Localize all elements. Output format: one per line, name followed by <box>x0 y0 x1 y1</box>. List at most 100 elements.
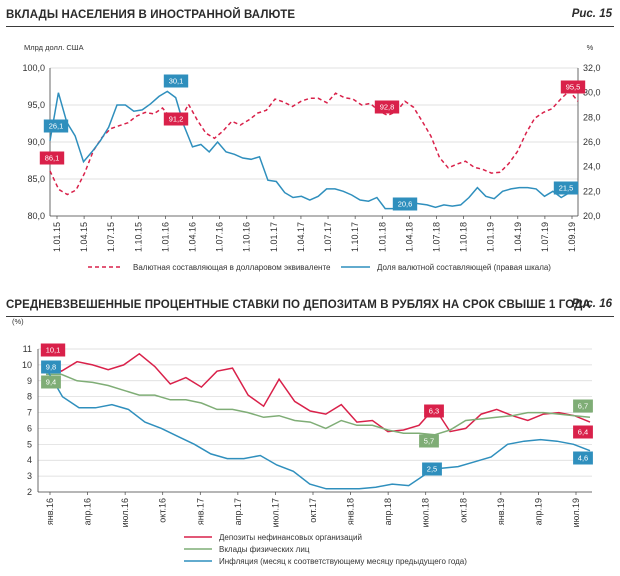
data-label-box <box>560 80 586 94</box>
data-label: 95,5 <box>566 83 581 92</box>
x-tick-label: 1.07.15 <box>106 222 116 252</box>
y-tick-label: 4 <box>27 455 32 465</box>
y-axis-right-label: % <box>587 43 594 52</box>
x-tick-label: 1.01.17 <box>269 222 279 252</box>
x-tick-label: 1.04.16 <box>188 222 198 252</box>
chart-panel-deposits-foreign-currency: ВКЛАДЫ НАСЕЛЕНИЯ В ИНОСТРАННОЙ ВАЛЮТЕ Ри… <box>0 0 620 286</box>
x-tick-label: окт.16 <box>158 498 168 523</box>
legend-label: Инфляция (месяц к соответствующему месяц… <box>219 557 467 566</box>
x-tick-label: 1.01.18 <box>377 222 387 252</box>
y-tick-label: 2 <box>27 487 32 497</box>
x-tick-label: 1.10.15 <box>133 222 143 252</box>
chart-2-svg: (%) 2 3 4 5 6 7 8 9 10 11 янв.16 апр.16 июл.16 окт.16 я… <box>12 317 593 566</box>
data-label: 86,1 <box>45 154 60 163</box>
x-tick-label: 1.07.16 <box>215 222 225 252</box>
data-label: 9,8 <box>46 363 56 372</box>
y-tick-label-right: 22,0 <box>583 186 601 196</box>
data-label: 4,6 <box>578 454 588 463</box>
data-label-box <box>43 119 69 133</box>
y-tick-label: 5 <box>27 439 32 449</box>
data-label-box <box>573 425 593 439</box>
data-label-box <box>392 197 418 211</box>
x-tick-label: июл.19 <box>571 498 581 527</box>
x-tick-label: апр.19 <box>533 498 543 525</box>
chart-header: ВКЛАДЫ НАСЕЛЕНИЯ В ИНОСТРАННОЙ ВАЛЮТЕ Ри… <box>6 0 614 27</box>
legend-label: Валютная составляющая в долларовом эквив… <box>133 263 331 272</box>
x-tick-label: 1.01.19 <box>486 222 496 252</box>
x-tick-label: 1.09.19 <box>567 222 577 252</box>
x-tick-label: 1.04.17 <box>296 222 306 252</box>
x-tick-label: 1.01.16 <box>160 222 170 252</box>
data-label-box <box>422 462 442 476</box>
x-tick-label: 1.10.18 <box>459 222 469 252</box>
x-tick-label: окт.17 <box>308 498 318 523</box>
y-tick-label-left: 80,0 <box>27 211 45 221</box>
x-tick-label: 1.10.17 <box>350 222 360 252</box>
x-tick-label: апр.18 <box>383 498 393 525</box>
data-label-box <box>40 343 66 357</box>
y-tick-label: 3 <box>27 471 32 481</box>
y-tick-label: 8 <box>27 392 32 402</box>
y-tick-label-right: 30,0 <box>583 88 601 98</box>
y-tick-label: 11 <box>23 344 32 354</box>
x-tick-label: июл.18 <box>421 498 431 527</box>
x-tick-label: янв.17 <box>195 498 205 525</box>
y-tick-label-right: 26,0 <box>583 137 601 147</box>
data-label-box <box>41 375 61 389</box>
y-tick-label: 9 <box>27 376 32 386</box>
y-axis-left-label: Млрд долл. США <box>24 43 84 52</box>
x-tick-label: 1.07.19 <box>540 222 550 252</box>
y-tick-label: 10 <box>22 360 32 370</box>
chart-1-svg: Млрд долл. США % 80,0 85,0 90,0 95,0 100,0 20,0… <box>22 43 601 272</box>
data-label-box <box>41 360 61 374</box>
y-tick-label-right: 24,0 <box>583 162 601 172</box>
series-line-share-blue <box>49 90 579 210</box>
x-tick-label: янв.16 <box>45 498 55 525</box>
x-tick-label: 1.01.15 <box>52 222 62 252</box>
y-tick-label-right: 32,0 <box>583 63 601 73</box>
data-label: 6,4 <box>578 428 588 437</box>
data-label: 30,1 <box>169 77 184 86</box>
x-tick-label: июл.17 <box>270 498 280 527</box>
x-tick-label: 1.07.17 <box>323 222 333 252</box>
data-label: 6,3 <box>429 407 439 416</box>
data-label-box <box>419 434 439 448</box>
data-label-box <box>553 181 579 195</box>
data-label: 92,8 <box>380 103 395 112</box>
data-label-box <box>39 151 65 165</box>
x-tick-label: апр.16 <box>83 498 93 525</box>
x-tick-label: 1.10.16 <box>242 222 252 252</box>
data-label: 26,1 <box>49 122 64 131</box>
data-label: 5,7 <box>424 437 434 446</box>
x-tick-label: апр.17 <box>233 498 243 525</box>
series-line-households-green <box>46 373 591 436</box>
chart-panel-deposit-rates: СРЕДНЕВЗВЕШЕННЫЕ ПРОЦЕНТНЫЕ СТАВКИ ПО ДЕ… <box>0 290 620 576</box>
data-label-box <box>163 74 189 88</box>
data-label-box <box>573 451 593 465</box>
y-tick-label-right: 28,0 <box>583 112 601 122</box>
data-label-box <box>163 112 189 126</box>
y-tick-label: 7 <box>27 408 32 418</box>
data-label-box <box>424 404 444 418</box>
x-tick-label: янв.19 <box>496 498 506 525</box>
x-tick-label: окт.18 <box>458 498 468 523</box>
x-tick-label: 1.04.18 <box>404 222 414 252</box>
data-label: 21,5 <box>559 184 574 193</box>
y-axis-label: (%) <box>12 317 24 326</box>
legend-label: Доля валютной составляющей (правая шкала… <box>377 263 551 272</box>
y-tick-label-left: 100,0 <box>22 63 45 73</box>
data-label: 91,2 <box>169 115 184 124</box>
y-tick-label-left: 90,0 <box>27 137 45 147</box>
data-label-box <box>573 399 593 413</box>
series-line-corporate-red <box>45 352 591 433</box>
figure-number: Рис. 16 <box>571 298 612 310</box>
series-line-inflation-blue <box>45 367 591 490</box>
y-tick-label-right: 20,0 <box>583 211 601 221</box>
data-label-box <box>374 100 400 114</box>
figure-number: Рис. 15 <box>571 8 612 20</box>
x-tick-label: 1.07.18 <box>431 222 441 252</box>
data-label: 2,5 <box>427 465 437 474</box>
data-label: 6,7 <box>578 402 588 411</box>
legend-label: Депозиты нефинансовых организаций <box>219 533 362 542</box>
x-tick-label: июл.16 <box>120 498 130 527</box>
